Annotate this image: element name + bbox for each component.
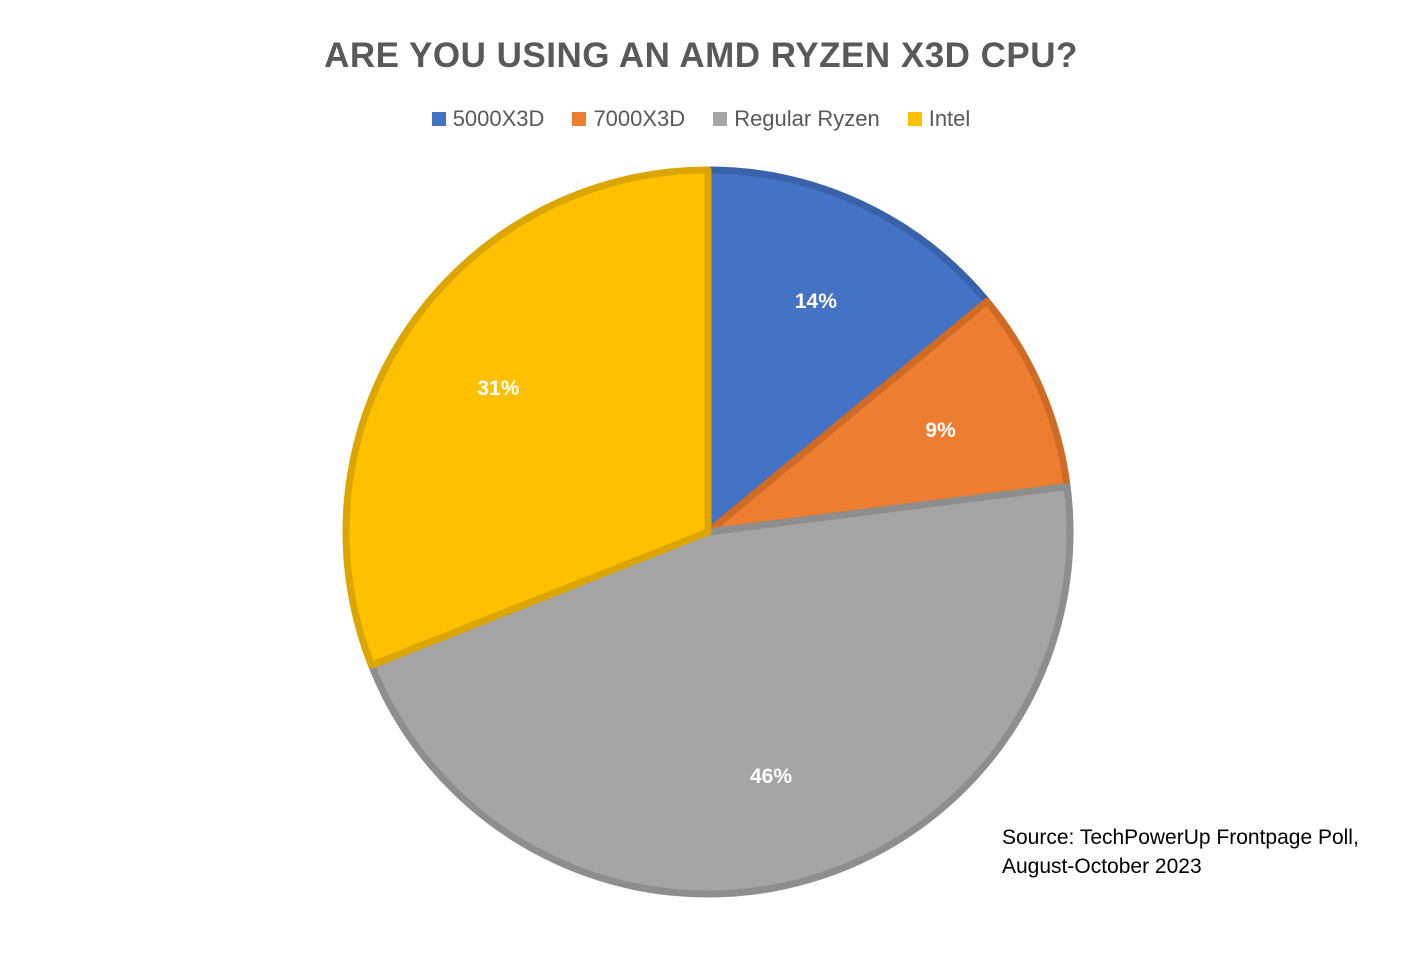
data-label-7000x3d: 9% (925, 419, 956, 442)
data-label-5000x3d: 14% (795, 290, 837, 313)
chart-legend: 5000X3D 7000X3D Regular Ryzen Intel (0, 106, 1402, 132)
chart-title: ARE YOU USING AN AMD RYZEN X3D CPU? (324, 36, 1078, 75)
legend-label: 7000X3D (593, 106, 686, 131)
pie-slice-regular-ryzen (367, 483, 1074, 898)
source-note: Source: TechPowerUp Frontpage Poll, Augu… (1002, 823, 1359, 881)
legend-label: Regular Ryzen (734, 106, 880, 131)
pie-slice-7000x3d (704, 297, 1071, 536)
legend-swatch (431, 112, 446, 126)
pie-slice-5000x3d (704, 166, 991, 536)
legend-swatch (713, 112, 728, 126)
data-label-regular-ryzen: 46% (750, 765, 792, 788)
legend-item-7000x3d: 7000X3D (572, 106, 685, 132)
data-label-intel: 31% (477, 377, 519, 400)
legend-swatch (572, 112, 587, 126)
legend-item-intel: Intel (907, 106, 971, 132)
legend-swatch (907, 112, 922, 126)
legend-label: 5000X3D (452, 106, 545, 131)
pie-slice-intel (342, 166, 712, 669)
source-line-2: August-October 2023 (1002, 855, 1202, 878)
source-line-1: Source: TechPowerUp Frontpage Poll, (1002, 826, 1359, 849)
legend-item-regular-ryzen: Regular Ryzen (713, 106, 880, 132)
legend-item-5000x3d: 5000X3D (431, 106, 545, 132)
legend-label: Intel (928, 106, 971, 131)
